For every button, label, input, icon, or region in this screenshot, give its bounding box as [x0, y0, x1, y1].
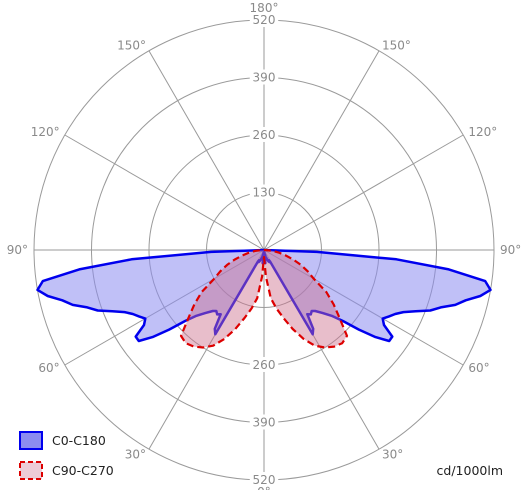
radial-tick-upper-bg — [249, 127, 279, 142]
angle-label: 30° — [125, 447, 146, 461]
angle-label: 0° — [257, 485, 271, 490]
angle-label: 90° — [7, 243, 28, 257]
radial-tick-lower: 520 — [253, 473, 276, 487]
angle-label: 150° — [117, 39, 146, 53]
series-c90-c270 — [179, 248, 349, 349]
legend-label-c90-c270: C90-C270 — [52, 463, 114, 478]
legend-swatch-c0-c180 — [19, 431, 43, 450]
grid-spoke — [263, 50, 380, 251]
radial-tick-lower: 390 — [253, 416, 276, 430]
angle-label: 150° — [382, 39, 411, 53]
legend: C0-C180 C90-C270 — [19, 431, 114, 480]
angle-label: 30° — [382, 447, 403, 461]
radial-tick-upper-bg — [249, 12, 279, 27]
radial-tick-upper: 130 — [253, 186, 276, 200]
angle-label: 90° — [500, 243, 521, 257]
radial-tick-lower-bg — [249, 414, 279, 430]
radial-tick-lower: 260 — [253, 358, 276, 372]
angle-label: 60° — [38, 361, 59, 375]
unit-label: cd/1000lm — [437, 463, 503, 478]
angle-label: 120° — [468, 125, 497, 139]
legend-swatch-c90-c270 — [19, 461, 43, 480]
grid-spoke — [148, 50, 265, 251]
series-layer — [36, 248, 492, 349]
grid-spoke — [263, 134, 464, 251]
angle-label: 120° — [31, 125, 60, 139]
radial-tick-lower-bg — [249, 357, 279, 372]
radial-tick-upper-bg — [249, 69, 279, 85]
radial-tick-upper: 390 — [253, 71, 276, 85]
legend-label-c0-c180: C0-C180 — [52, 433, 106, 448]
radial-tick-lower-bg — [249, 472, 279, 487]
radial-tick-upper: 520 — [253, 13, 276, 27]
angle-label: 180° — [250, 1, 279, 15]
radial-tick-upper: 260 — [253, 128, 276, 142]
angle-label: 60° — [468, 361, 489, 375]
grid-spoke — [64, 134, 265, 251]
radial-tick-upper-bg — [249, 184, 279, 200]
